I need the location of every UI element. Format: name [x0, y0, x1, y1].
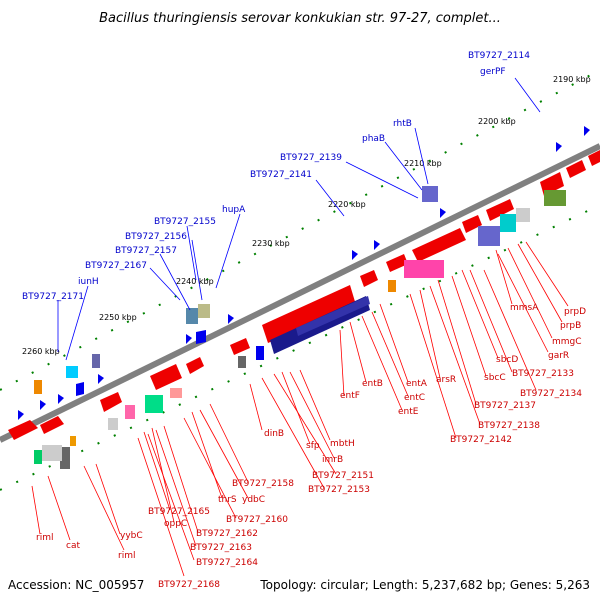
gene-label: hupA — [222, 205, 246, 215]
gene-label: BT9727_2141 — [250, 170, 312, 180]
gene-label: entE — [398, 407, 419, 417]
gene-label: riml — [36, 533, 53, 543]
gene-label: prpB — [560, 321, 581, 331]
kbp-label: 2240 kbp — [176, 277, 214, 286]
gene-label: oppC — [164, 519, 187, 529]
gene-label: BT9727_2138 — [478, 421, 540, 431]
gene-label: BT9727_2155 — [154, 217, 216, 227]
topology-label: Topology: circular; Length: 5,237,682 bp… — [260, 578, 590, 592]
gene-label: sbcC — [484, 373, 506, 383]
bottom-leaders — [31, 241, 569, 577]
top-leaders — [57, 77, 541, 361]
gene-label: mmsA — [510, 303, 539, 313]
gene-label: BT9727_2133 — [512, 369, 574, 379]
gene-label: BT9727_2142 — [450, 435, 512, 445]
gene-label: cat — [66, 541, 80, 551]
gene-label: gerPF — [480, 67, 506, 77]
map-title: Bacillus thuringiensis serovar konkukian… — [99, 11, 501, 26]
top-gene-labels: BT9727_2114 gerPF rhtB phaB BT9727_2139 … — [22, 51, 530, 302]
gene-label: sfp — [306, 441, 320, 451]
gene-label: BT9727_2134 — [520, 389, 582, 399]
gene-label: BT9727_2156 — [125, 232, 187, 242]
gene-label: BT9727_2160 — [226, 515, 288, 525]
gene-label: prpD — [564, 307, 586, 317]
gene-label: BT9727_2139 — [280, 153, 342, 163]
gene-label: iunH — [78, 277, 99, 287]
gene-label: BT9727_2168 — [158, 580, 220, 590]
gene-label: BT9727_2164 — [196, 558, 258, 568]
gene-label: entF — [340, 391, 360, 401]
gene-label: entB — [362, 379, 383, 389]
gene-label: garR — [548, 351, 569, 361]
gene-label: BT9727_2137 — [474, 401, 536, 411]
gene-label: riml — [118, 551, 135, 561]
bottom-gene-labels: prpD prpB mmgC mmsA garR sbcD BT9727_213… — [36, 303, 586, 590]
gene-label: entC — [404, 393, 425, 403]
gene-label: BT9727_2114 — [468, 51, 530, 61]
accession-label: Accession: NC_005957 — [8, 578, 145, 592]
gene-label: BT9727_2171 — [22, 292, 84, 302]
kbp-label: 2250 kbp — [99, 313, 137, 322]
gene-label: entA — [406, 379, 428, 389]
gene-label: BT9727_2163 — [190, 543, 252, 553]
gene-label: imrB — [322, 455, 343, 465]
gene-label: BT9727_2162 — [196, 529, 258, 539]
gene-label: dinB — [264, 429, 284, 439]
gene-label: thrS — [218, 495, 237, 505]
gene-label: mbtH — [330, 439, 355, 449]
gene-label: yybC — [120, 531, 143, 541]
gene-label: mmgC — [552, 337, 582, 347]
gene-label: BT9727_2157 — [115, 246, 177, 256]
kbp-label: 2190 kbp — [553, 75, 591, 84]
feature-block-navy — [296, 296, 370, 336]
gene-label: BT9727_2167 — [85, 261, 147, 271]
gene-label: phaB — [362, 134, 385, 144]
gene-label: BT9727_2165 — [148, 507, 210, 517]
gene-label: BT9727_2151 — [312, 471, 374, 481]
gene-label: BT9727_2153 — [308, 485, 370, 495]
kbp-label: 2260 kbp — [22, 347, 60, 356]
gene-blocks — [34, 186, 566, 469]
gene-label: sbcD — [496, 355, 518, 365]
gene-label: arsR — [436, 375, 456, 385]
gene-label: rhtB — [393, 119, 412, 129]
kbp-label: 2200 kbp — [478, 117, 516, 126]
forward-cds-track — [8, 150, 600, 440]
reverse-cds-markers — [18, 126, 590, 420]
genome-backbone — [0, 143, 600, 443]
gene-label: ydbC — [242, 495, 265, 505]
kbp-label: 2230 kbp — [252, 239, 290, 248]
kbp-label: 2220 kbp — [328, 200, 366, 209]
gene-label: BT9727_2158 — [232, 479, 294, 489]
